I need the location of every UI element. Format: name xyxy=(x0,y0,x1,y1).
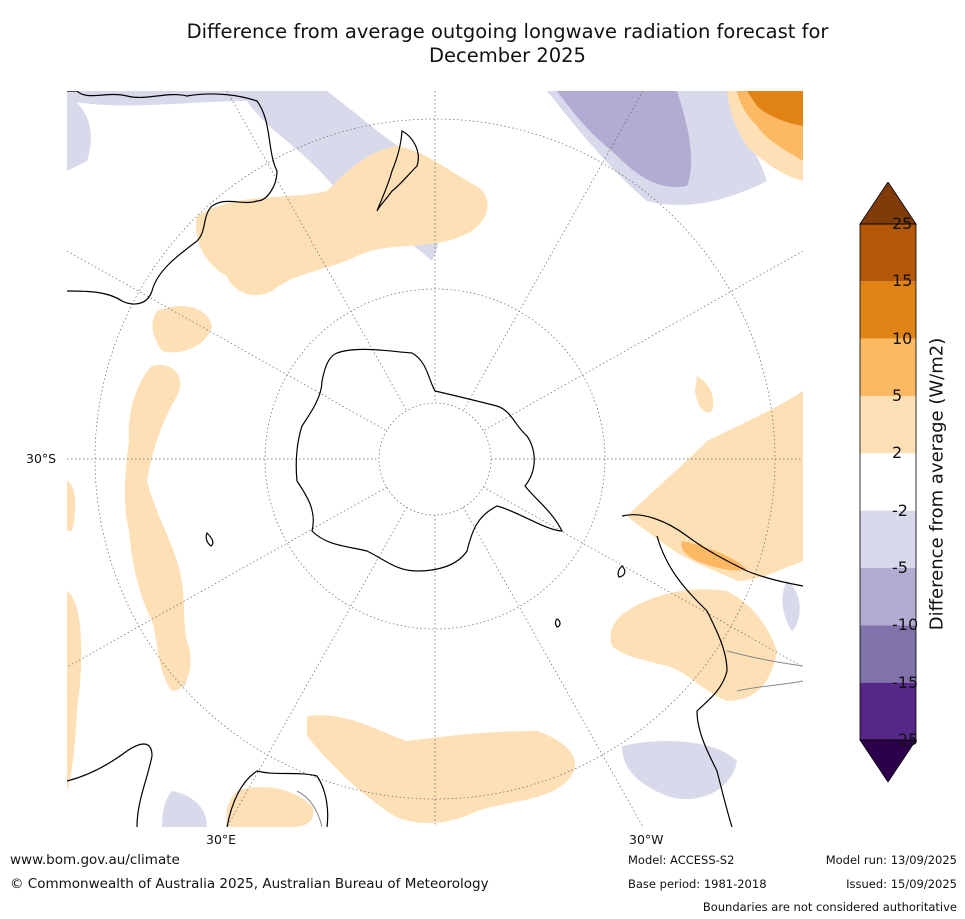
model-run-text: Model run: 13/09/2025 xyxy=(825,853,957,867)
coastlines xyxy=(67,91,803,827)
new-zealand-coastline xyxy=(376,130,419,212)
lon-label-30w: 30°W xyxy=(629,832,664,847)
anomaly-light-orange xyxy=(67,591,82,791)
australia-coastline xyxy=(67,91,278,305)
meridian-line xyxy=(462,506,644,827)
meridian-line xyxy=(67,486,388,668)
anomaly-light-orange xyxy=(196,146,488,296)
anomaly-light-orange xyxy=(610,589,777,701)
colorbar-bin xyxy=(860,682,916,740)
colorbar-bin xyxy=(860,625,916,683)
colorbar-title: Difference from average (W/m2) xyxy=(926,337,948,631)
boundary-line xyxy=(736,680,803,692)
colorbar-bin xyxy=(860,568,916,626)
polar-map xyxy=(67,91,803,827)
south-america-coastline xyxy=(621,514,803,827)
meridian-line xyxy=(482,486,803,668)
colorbar-bin xyxy=(860,396,916,454)
island-coastline xyxy=(554,618,561,628)
lat-circle-mid xyxy=(264,288,606,630)
title-line-1: Difference from average outgoing longwav… xyxy=(186,20,829,43)
africa-coastline xyxy=(67,743,329,827)
colorbar-tick-label: 5 xyxy=(892,386,903,405)
colorbar-tick-label: 25 xyxy=(892,214,913,233)
anomaly-light-purple xyxy=(162,791,207,827)
anomaly-light-orange xyxy=(695,376,714,413)
title-line-2: December 2025 xyxy=(429,44,586,67)
colorbar-bin xyxy=(860,224,916,282)
country-boundaries xyxy=(296,650,803,827)
lat-label-30s: 30°S xyxy=(26,451,57,466)
colorbar-tick-label: 15 xyxy=(892,271,913,291)
map-title: Difference from average outgoing longwav… xyxy=(60,20,955,68)
base-period-text: Base period: 1981-2018 xyxy=(628,877,767,891)
colorbar-bin xyxy=(860,281,916,339)
colorbar-tick-label: -25 xyxy=(892,730,919,749)
colorbar-tick-label: -15 xyxy=(892,672,919,692)
meridian-line xyxy=(462,91,644,412)
colorbar-tick-label: -2 xyxy=(892,500,908,520)
lat-circle-inner xyxy=(378,402,492,516)
boundary-line xyxy=(296,790,323,827)
anomaly-light-orange xyxy=(152,306,212,353)
lon-label-30e: 30°E xyxy=(206,832,237,847)
meridian-line xyxy=(67,250,388,432)
issued-text: Issued: 15/09/2025 xyxy=(846,877,957,891)
colorbar-bin xyxy=(860,510,916,568)
boundary-line xyxy=(726,650,803,667)
model-text: Model: ACCESS-S2 xyxy=(628,853,735,867)
antarctica-coastline xyxy=(295,348,563,572)
colorbar-tick-label: -10 xyxy=(892,615,919,635)
meridian-line xyxy=(482,250,803,432)
copyright-text: © Commonwealth of Australia 2025, Austra… xyxy=(10,876,489,892)
graticule xyxy=(67,91,803,827)
meridian-line xyxy=(226,91,408,412)
colorbar-outline xyxy=(859,223,917,741)
anomaly-light-orange xyxy=(124,365,191,691)
disclaimer-text: Boundaries are not considered authoritat… xyxy=(702,900,957,914)
anomaly-light-purple xyxy=(782,581,800,631)
map-svg xyxy=(67,91,803,827)
positive-anomaly-areas xyxy=(67,91,803,827)
colorbar-tick-label: 2 xyxy=(892,443,903,463)
anomaly-purple xyxy=(557,91,692,187)
anomaly-light-orange xyxy=(226,786,314,827)
island-coastline xyxy=(205,531,214,547)
anomaly-light-purple xyxy=(67,96,91,171)
anomaly-light-orange xyxy=(67,481,76,531)
anomaly-light-orange xyxy=(627,391,803,581)
negative-anomaly-areas xyxy=(67,91,800,827)
colorbar-tick-label: 10 xyxy=(892,328,913,348)
island-coastline xyxy=(617,565,626,578)
anomaly-dark-orange xyxy=(747,91,803,126)
colorbar-bin xyxy=(860,338,916,396)
colorbar xyxy=(859,182,917,782)
anomaly-light-purple xyxy=(622,741,737,800)
meridian-line xyxy=(226,506,408,827)
website-link[interactable]: www.bom.gov.au/climate xyxy=(10,852,180,868)
colorbar-bin xyxy=(860,453,916,511)
anomaly-light-orange xyxy=(307,715,576,823)
anomaly-light-purple xyxy=(67,91,443,261)
colorbar-bins xyxy=(860,224,916,740)
colorbar-tick-label: -5 xyxy=(892,558,908,577)
